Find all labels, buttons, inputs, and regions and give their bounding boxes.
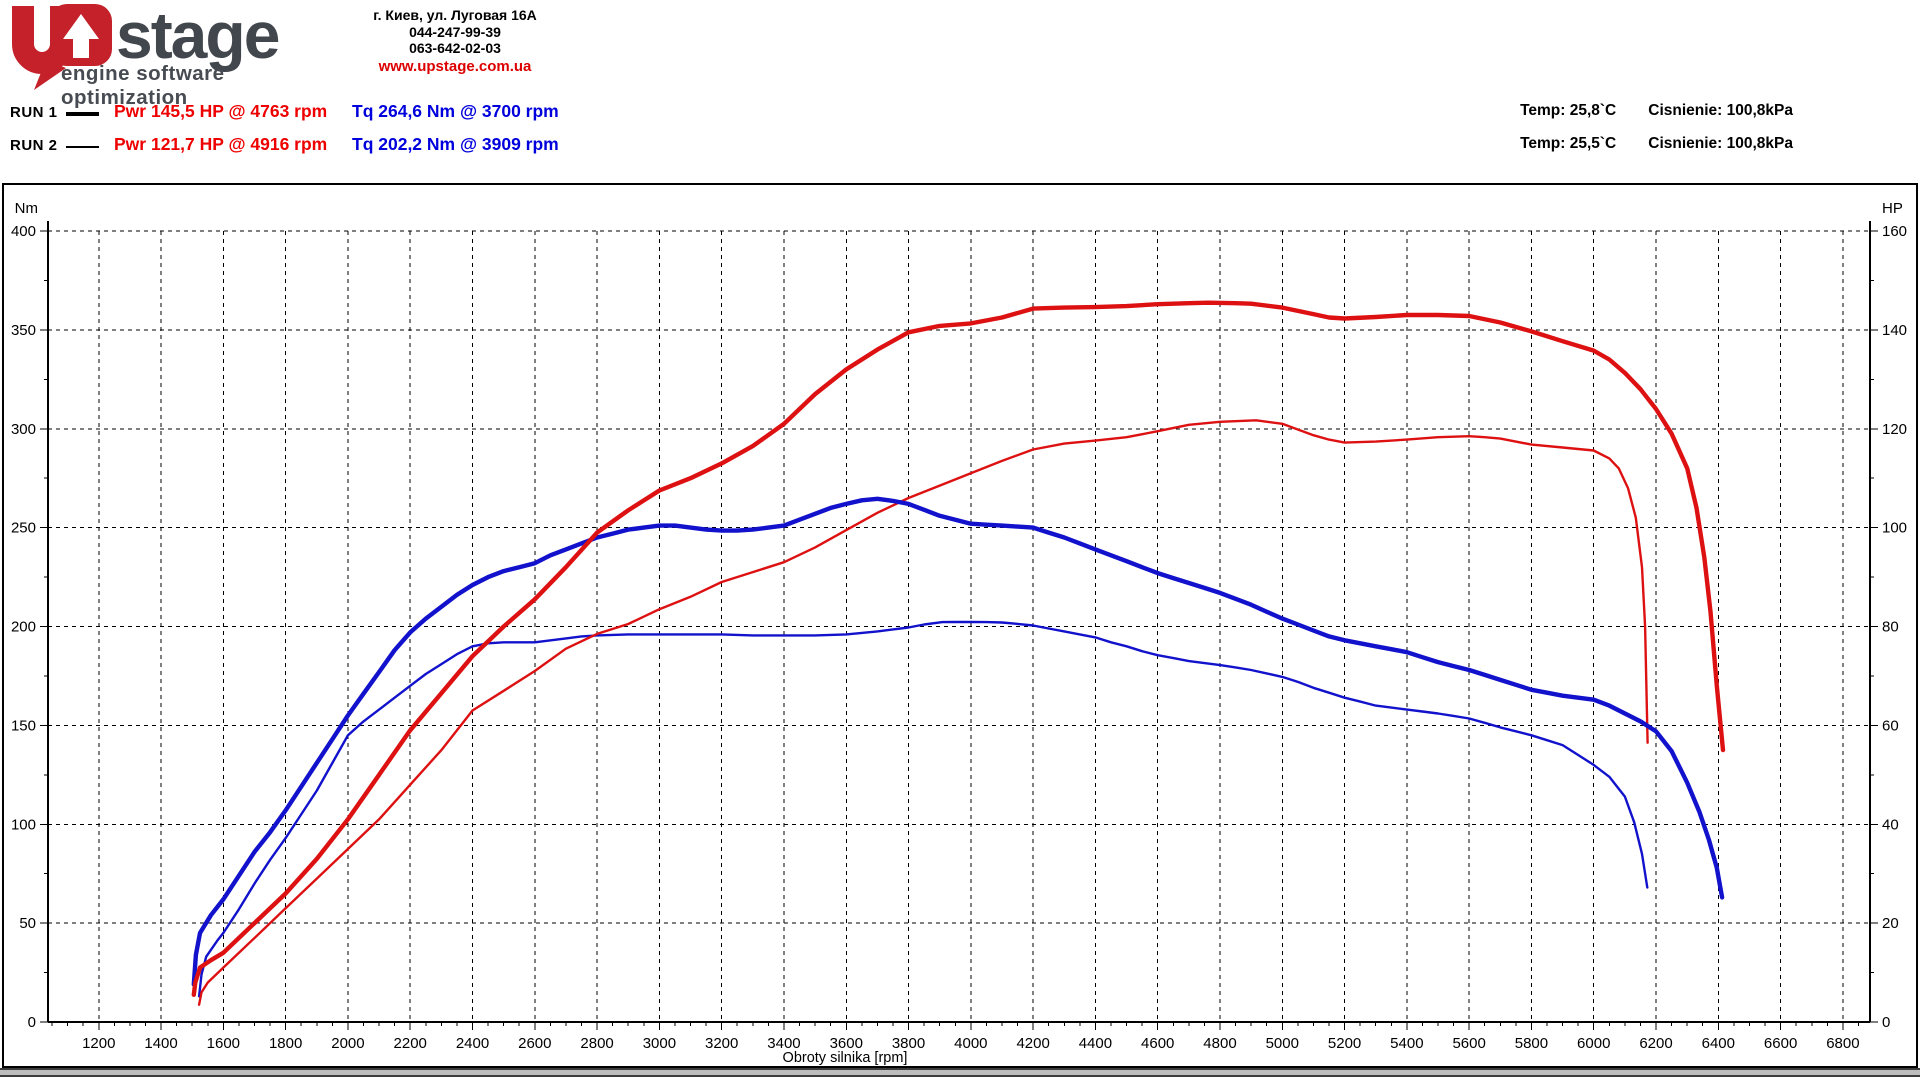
svg-text:3400: 3400 — [767, 1035, 800, 1052]
run2-label: RUN 2 — [10, 137, 58, 154]
svg-text:6200: 6200 — [1639, 1035, 1672, 1052]
svg-text:1800: 1800 — [269, 1035, 302, 1052]
svg-text:150: 150 — [11, 717, 36, 734]
svg-text:5800: 5800 — [1515, 1035, 1548, 1052]
svg-text:200: 200 — [11, 619, 36, 636]
dyno-chart: 1200 1400 1600 1800 2000 2200 2400 2600 2800 3000… — [2, 183, 1918, 1068]
run1-pressure: Cisnienie: 100,8kPa — [1648, 102, 1793, 119]
svg-text:6000: 6000 — [1577, 1035, 1610, 1052]
run2-line-swatch-icon — [66, 146, 99, 148]
svg-text:300: 300 — [11, 421, 36, 438]
svg-text:120: 120 — [1882, 421, 1907, 438]
run2-temperature: Temp: 25,5`C — [1520, 135, 1617, 152]
svg-text:50: 50 — [19, 915, 36, 932]
upstage-logo-icon: stage — [11, 0, 281, 90]
svg-text:350: 350 — [11, 322, 36, 339]
svg-text:40: 40 — [1882, 816, 1899, 833]
svg-text:6600: 6600 — [1764, 1035, 1797, 1052]
svg-text:2200: 2200 — [394, 1035, 427, 1052]
logo-tagline: engine software optimization — [61, 62, 225, 109]
run1-environment: Temp: 25,8`C Cisnienie: 100,8kPa — [1520, 102, 1793, 120]
svg-text:4200: 4200 — [1016, 1035, 1049, 1052]
svg-text:100: 100 — [1882, 520, 1907, 537]
run1-torque-value: Tq 264,6 Nm @ 3700 rpm — [352, 101, 559, 121]
run1-line-swatch-icon — [66, 112, 99, 116]
run2-legend-row: RUN 2 Pwr 121,7 HP @ 4916 rpm Tq 202,2 N… — [0, 134, 1920, 158]
run2-pressure: Cisnienie: 100,8kPa — [1648, 135, 1793, 152]
svg-text:140: 140 — [1882, 322, 1907, 339]
svg-text:1600: 1600 — [207, 1035, 240, 1052]
svg-text:80: 80 — [1882, 619, 1899, 636]
svg-text:60: 60 — [1882, 717, 1899, 734]
run2-power-value: Pwr 121,7 HP @ 4916 rpm — [114, 134, 328, 154]
svg-text:4400: 4400 — [1079, 1035, 1112, 1052]
bottom-window-edge — [0, 1068, 1920, 1077]
svg-text:3800: 3800 — [892, 1035, 925, 1052]
svg-text:6800: 6800 — [1826, 1035, 1859, 1052]
svg-text:5400: 5400 — [1390, 1035, 1423, 1052]
svg-text:5600: 5600 — [1452, 1035, 1485, 1052]
svg-text:1400: 1400 — [144, 1035, 177, 1052]
svg-text:2600: 2600 — [518, 1035, 551, 1052]
svg-text:0: 0 — [28, 1014, 36, 1031]
svg-text:2400: 2400 — [456, 1035, 489, 1052]
svg-text:5200: 5200 — [1328, 1035, 1361, 1052]
svg-text:4000: 4000 — [954, 1035, 987, 1052]
svg-text:4800: 4800 — [1203, 1035, 1236, 1052]
contact-address: г. Киев, ул. Луговая 16А — [373, 7, 537, 23]
run1-temperature: Temp: 25,8`C — [1520, 102, 1617, 119]
svg-text:6400: 6400 — [1702, 1035, 1735, 1052]
svg-text:400: 400 — [11, 223, 36, 240]
svg-text:20: 20 — [1882, 915, 1899, 932]
svg-text:0: 0 — [1882, 1014, 1890, 1031]
svg-text:3600: 3600 — [830, 1035, 863, 1052]
svg-text:Obroty silnika [rpm]: Obroty silnika [rpm] — [783, 1050, 908, 1066]
contact-phone-1: 044-247-99-39 — [409, 23, 501, 40]
svg-text:250: 250 — [11, 520, 36, 537]
run1-label: RUN 1 — [10, 104, 58, 121]
svg-text:1200: 1200 — [82, 1035, 115, 1052]
dyno-chart-canvas: 1200 1400 1600 1800 2000 2200 2400 2600 2800 3000… — [2, 183, 1918, 1068]
svg-text:3200: 3200 — [705, 1035, 738, 1052]
run1-power-value: Pwr 145,5 HP @ 4763 rpm — [114, 101, 328, 121]
upstage-logo: stage engine software optimization — [4, 0, 344, 109]
svg-text:HP: HP — [1882, 200, 1903, 217]
contact-block: г. Киев, ул. Луговая 16А 044-247-99-39 0… — [326, 7, 584, 75]
svg-text:3000: 3000 — [643, 1035, 676, 1052]
run1-legend-row: RUN 1 Pwr 145,5 HP @ 4763 rpm Tq 264,6 N… — [0, 101, 1920, 125]
run2-torque-value: Tq 202,2 Nm @ 3909 rpm — [352, 134, 559, 154]
svg-text:4600: 4600 — [1141, 1035, 1174, 1052]
logo-brand-text: stage — [116, 2, 279, 72]
svg-text:Nm: Nm — [15, 200, 38, 217]
svg-text:160: 160 — [1882, 223, 1907, 240]
svg-text:2800: 2800 — [580, 1035, 613, 1052]
svg-text:2000: 2000 — [331, 1035, 364, 1052]
svg-text:5000: 5000 — [1266, 1035, 1299, 1052]
contact-phone-2: 063-642-02-03 — [409, 40, 501, 56]
contact-website-link[interactable]: www.upstage.com.ua — [378, 57, 532, 75]
run2-environment: Temp: 25,5`C Cisnienie: 100,8kPa — [1520, 135, 1793, 153]
svg-text:100: 100 — [11, 816, 36, 833]
